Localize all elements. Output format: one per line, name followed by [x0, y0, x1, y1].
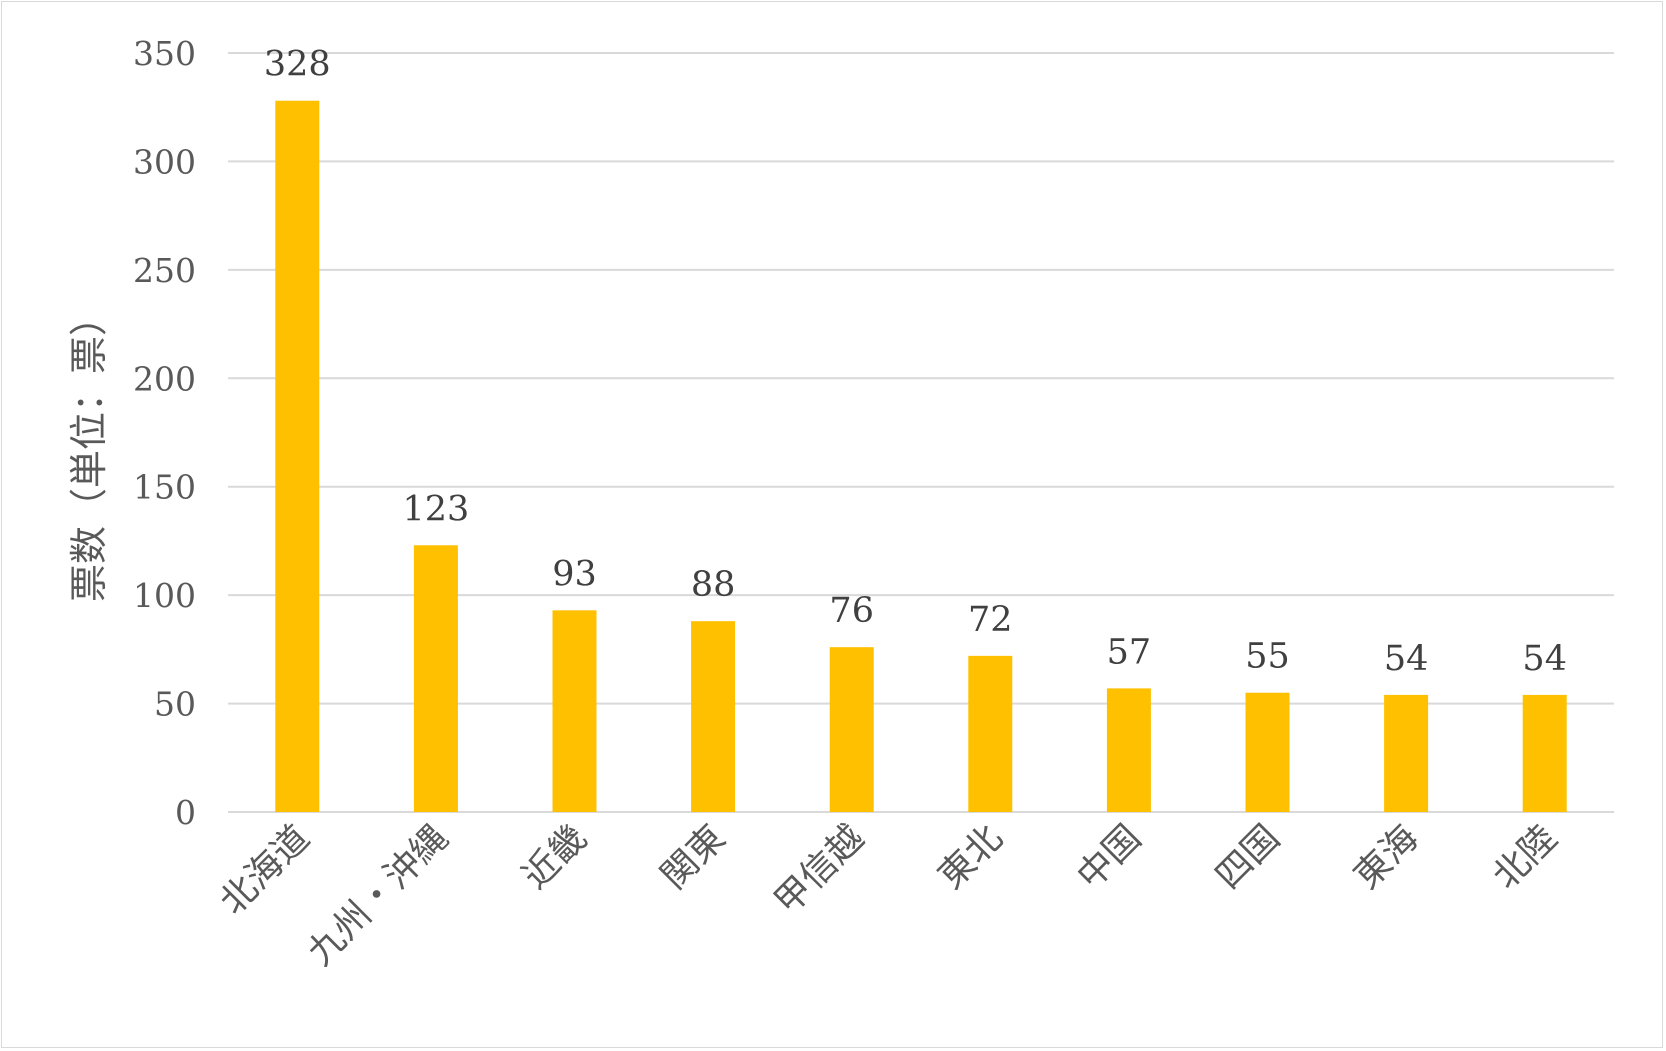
bar [1106, 688, 1151, 812]
gridlines [228, 52, 1614, 813]
bar [413, 545, 458, 812]
bar [691, 621, 736, 812]
category-label: 甲信越 [767, 817, 872, 922]
y-tick-label: 150 [133, 468, 196, 507]
category-label: 九州・沖縄 [300, 817, 456, 973]
category-label: 東海 [1347, 817, 1427, 897]
y-tick-label: 300 [133, 142, 196, 181]
category-label: 中国 [1069, 817, 1149, 897]
y-tick-label: 350 [133, 34, 196, 73]
data-label: 123 [402, 489, 469, 529]
category-label: 北陸 [1485, 817, 1565, 897]
data-label: 54 [1522, 639, 1567, 679]
data-labels: 328 123 93 88 76 72 57 55 54 54 [264, 45, 1567, 679]
data-label: 93 [552, 554, 597, 594]
category-label: 東北 [931, 817, 1011, 897]
y-tick-label: 200 [133, 359, 196, 398]
data-label: 54 [1384, 639, 1429, 679]
y-tick-label: 100 [133, 576, 196, 615]
data-label: 55 [1245, 637, 1290, 677]
bar [1384, 694, 1429, 812]
y-tick-label: 50 [154, 685, 196, 724]
y-axis-title: 票数（単位：票） [67, 298, 111, 602]
data-label: 88 [691, 565, 736, 605]
bars [275, 100, 1567, 813]
category-label: 近畿 [515, 817, 595, 897]
data-label: 76 [829, 591, 874, 631]
bar [968, 655, 1013, 812]
y-tick-label: 250 [133, 251, 196, 290]
category-label: 四国 [1208, 817, 1288, 897]
data-label: 328 [264, 45, 331, 85]
bar [1245, 692, 1290, 812]
bar [829, 647, 874, 812]
bar [552, 610, 597, 812]
category-label: 北海道 [212, 817, 317, 922]
bar [275, 100, 320, 813]
bar [1522, 694, 1567, 812]
category-label: 関東 [654, 817, 734, 897]
data-label: 72 [968, 600, 1013, 640]
y-axis-ticks: 0 50 100 150 200 250 300 350 [133, 34, 196, 832]
data-label: 57 [1107, 632, 1152, 672]
y-tick-label: 0 [175, 793, 196, 832]
